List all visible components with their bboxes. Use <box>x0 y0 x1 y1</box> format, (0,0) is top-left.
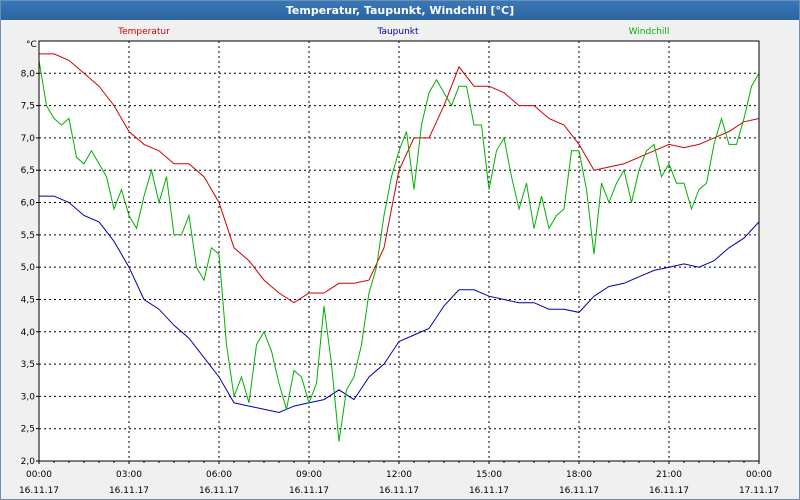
y-tick-label: 4,5 <box>21 295 35 305</box>
series-line-temperatur <box>39 53 760 304</box>
chart-labels: 2,0 2,5 3,0 3,5 4,0 4,5 5,0 5,5 6,0 6,5 7,0 7,5 8,0 °… <box>19 27 779 496</box>
x-tick-time: 15:00 <box>476 470 502 480</box>
x-tick-date: 16.11.17 <box>559 486 599 496</box>
x-tick-time: 18:00 <box>566 470 592 480</box>
y-tick-label: 7,0 <box>21 134 36 144</box>
x-tick-time: 00:00 <box>746 470 772 480</box>
y-tick-label: 3,0 <box>21 392 36 402</box>
plot-border <box>38 40 760 462</box>
y-tick-label: 4,0 <box>21 328 36 338</box>
window-title: Temperatur, Taupunkt, Windchill [°C] <box>1 1 799 20</box>
chart-area: 2,0 2,5 3,0 3,5 4,0 4,5 5,0 5,5 6,0 6,5 7,0 7,5 8,0 °… <box>19 27 779 496</box>
x-tick-time: 06:00 <box>206 470 232 480</box>
x-tick-date: 16.11.17 <box>649 486 689 496</box>
y-tick-label: 2,5 <box>21 425 35 435</box>
x-tick-date: 16.11.17 <box>469 486 509 496</box>
x-tick-time: 00:00 <box>26 470 52 480</box>
x-tick-date: 16.11.17 <box>19 486 59 496</box>
legend-temperatur: Temperatur <box>117 27 170 37</box>
y-tick-label: 8,0 <box>21 69 36 79</box>
y-axis-label: °C <box>26 40 37 50</box>
x-tick-time: 03:00 <box>116 470 142 480</box>
x-tick-time: 21:00 <box>656 470 682 480</box>
x-tick-date: 16.11.17 <box>199 486 239 496</box>
y-tick-label: 6,0 <box>21 199 36 209</box>
y-tick-label: 3,5 <box>21 360 35 370</box>
y-tick-label: 2,0 <box>21 457 36 467</box>
x-tick-time: 12:00 <box>386 470 412 480</box>
x-tick-date: 16.11.17 <box>379 486 419 496</box>
legend-windchill: Windchill <box>629 27 670 37</box>
x-tick-date: 16.11.17 <box>289 486 329 496</box>
y-tick-label: 5,5 <box>21 231 35 241</box>
x-tick-date: 17.11.17 <box>739 486 779 496</box>
x-tick-date: 16.11.17 <box>109 486 149 496</box>
chart-grid <box>36 41 760 464</box>
chart-series <box>38 53 760 442</box>
y-tick-label: 7,5 <box>21 102 35 112</box>
y-tick-label: 5,0 <box>21 263 36 273</box>
y-tick-label: 6,5 <box>21 166 35 176</box>
series-line-windchill <box>38 60 760 442</box>
series-line-taupunkt <box>39 195 760 414</box>
x-tick-time: 09:00 <box>296 470 322 480</box>
legend-taupunkt: Taupunkt <box>376 27 419 37</box>
chart-frame <box>38 40 760 462</box>
